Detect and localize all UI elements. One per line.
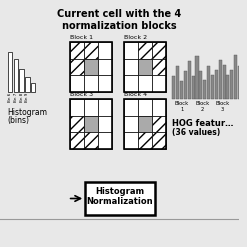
Text: Block 2: Block 2 — [124, 35, 147, 40]
Text: Bn 9: Bn 9 — [25, 93, 29, 102]
Bar — [124, 42, 138, 59]
Bar — [152, 99, 166, 116]
Bar — [70, 42, 112, 92]
Text: Bn 8: Bn 8 — [20, 93, 23, 102]
Text: (bins): (bins) — [8, 116, 30, 125]
Bar — [138, 99, 152, 116]
Bar — [84, 59, 98, 75]
Bar — [31, 83, 35, 92]
Bar — [124, 99, 138, 116]
Bar — [138, 59, 152, 75]
Bar — [215, 70, 218, 99]
Bar — [14, 59, 18, 92]
Text: Current cell with the 4
normalization blocks: Current cell with the 4 normalization bl… — [57, 9, 181, 31]
Text: Block 4: Block 4 — [124, 92, 147, 97]
Bar — [124, 75, 138, 92]
Bar — [84, 116, 98, 132]
Text: Histogram: Histogram — [8, 108, 48, 117]
Bar — [84, 42, 98, 59]
Bar — [207, 66, 210, 99]
Bar — [138, 132, 152, 149]
Bar — [84, 132, 98, 149]
Bar — [152, 59, 166, 75]
Bar — [230, 70, 233, 99]
Bar — [98, 42, 112, 59]
Bar — [70, 116, 84, 132]
Text: HOG featur…: HOG featur… — [172, 119, 234, 128]
Text: Block
3: Block 3 — [215, 101, 230, 112]
Bar — [70, 132, 84, 149]
Bar — [124, 116, 138, 132]
Bar — [242, 80, 245, 99]
Bar — [70, 59, 84, 75]
Bar — [98, 59, 112, 75]
Bar — [152, 42, 166, 59]
Bar — [226, 75, 229, 99]
Bar — [124, 99, 166, 149]
Bar — [184, 71, 187, 99]
Bar — [188, 62, 191, 99]
Bar — [138, 42, 152, 59]
Bar — [180, 82, 183, 99]
Bar — [84, 99, 98, 116]
Bar — [84, 75, 98, 92]
Bar — [238, 66, 241, 99]
Text: Block 1: Block 1 — [70, 35, 93, 40]
Bar — [152, 116, 166, 132]
Bar — [70, 99, 112, 149]
Bar — [124, 59, 138, 75]
Bar — [98, 99, 112, 116]
Text: Block
1: Block 1 — [175, 101, 189, 112]
Bar — [172, 77, 175, 99]
Bar — [85, 182, 155, 215]
Bar — [98, 116, 112, 132]
Bar — [223, 65, 226, 99]
Bar — [70, 99, 84, 116]
Bar — [98, 132, 112, 149]
Bar — [246, 75, 247, 99]
Bar — [219, 60, 222, 99]
Bar — [199, 71, 202, 99]
Bar — [176, 66, 179, 99]
Bar — [203, 80, 206, 99]
Bar — [234, 55, 237, 99]
Bar — [25, 77, 29, 92]
Bar — [138, 116, 152, 132]
Bar — [152, 132, 166, 149]
Text: Block 3: Block 3 — [70, 92, 93, 97]
Bar — [152, 75, 166, 92]
Bar — [192, 77, 195, 99]
Bar — [211, 75, 214, 99]
Bar — [124, 42, 166, 92]
Bar — [138, 75, 152, 92]
Text: Bn 6: Bn 6 — [8, 93, 12, 102]
Bar — [98, 75, 112, 92]
Bar — [8, 52, 12, 92]
Bar — [19, 69, 24, 92]
Bar — [70, 42, 84, 59]
Text: Histogram
Normalization: Histogram Normalization — [87, 187, 153, 206]
Bar — [195, 57, 199, 99]
Bar — [70, 75, 84, 92]
Bar — [124, 132, 138, 149]
Text: Block
2: Block 2 — [195, 101, 209, 112]
Text: (36 values): (36 values) — [172, 128, 221, 137]
Text: Bn 7: Bn 7 — [14, 93, 18, 102]
